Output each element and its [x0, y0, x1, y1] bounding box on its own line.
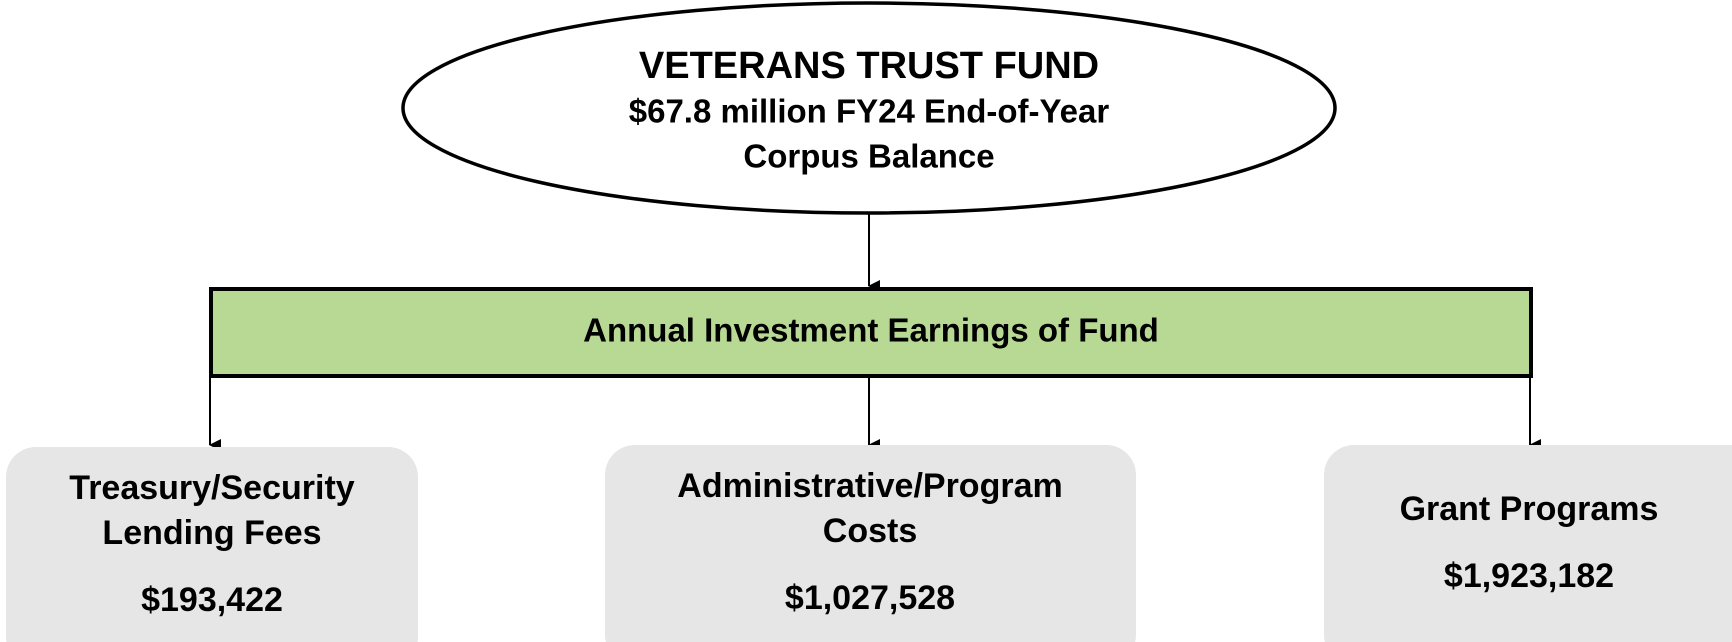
branch-label: Costs [823, 512, 917, 550]
branch-amount: $1,923,182 [1444, 557, 1614, 595]
fund-subtitle: $67.8 million FY24 End-of-Year [629, 93, 1110, 130]
branch-label: Grant Programs [1400, 490, 1659, 528]
branch-label: Administrative/Program [677, 467, 1062, 505]
branch-label: Treasury/Security [69, 469, 354, 507]
branch-amount: $1,027,528 [785, 579, 955, 617]
fund-subtitle: Corpus Balance [743, 138, 994, 175]
earnings-label: Annual Investment Earnings of Fund [583, 312, 1159, 349]
branch-label: Lending Fees [102, 514, 321, 552]
branch-box [605, 445, 1136, 642]
fund-title: VETERANS TRUST FUND [639, 45, 1099, 87]
branch-amount: $193,422 [141, 581, 283, 619]
earnings-box [209, 287, 1533, 378]
branch-box [1324, 445, 1732, 642]
branch-box [6, 447, 418, 642]
fund-ellipse [401, 1, 1337, 215]
